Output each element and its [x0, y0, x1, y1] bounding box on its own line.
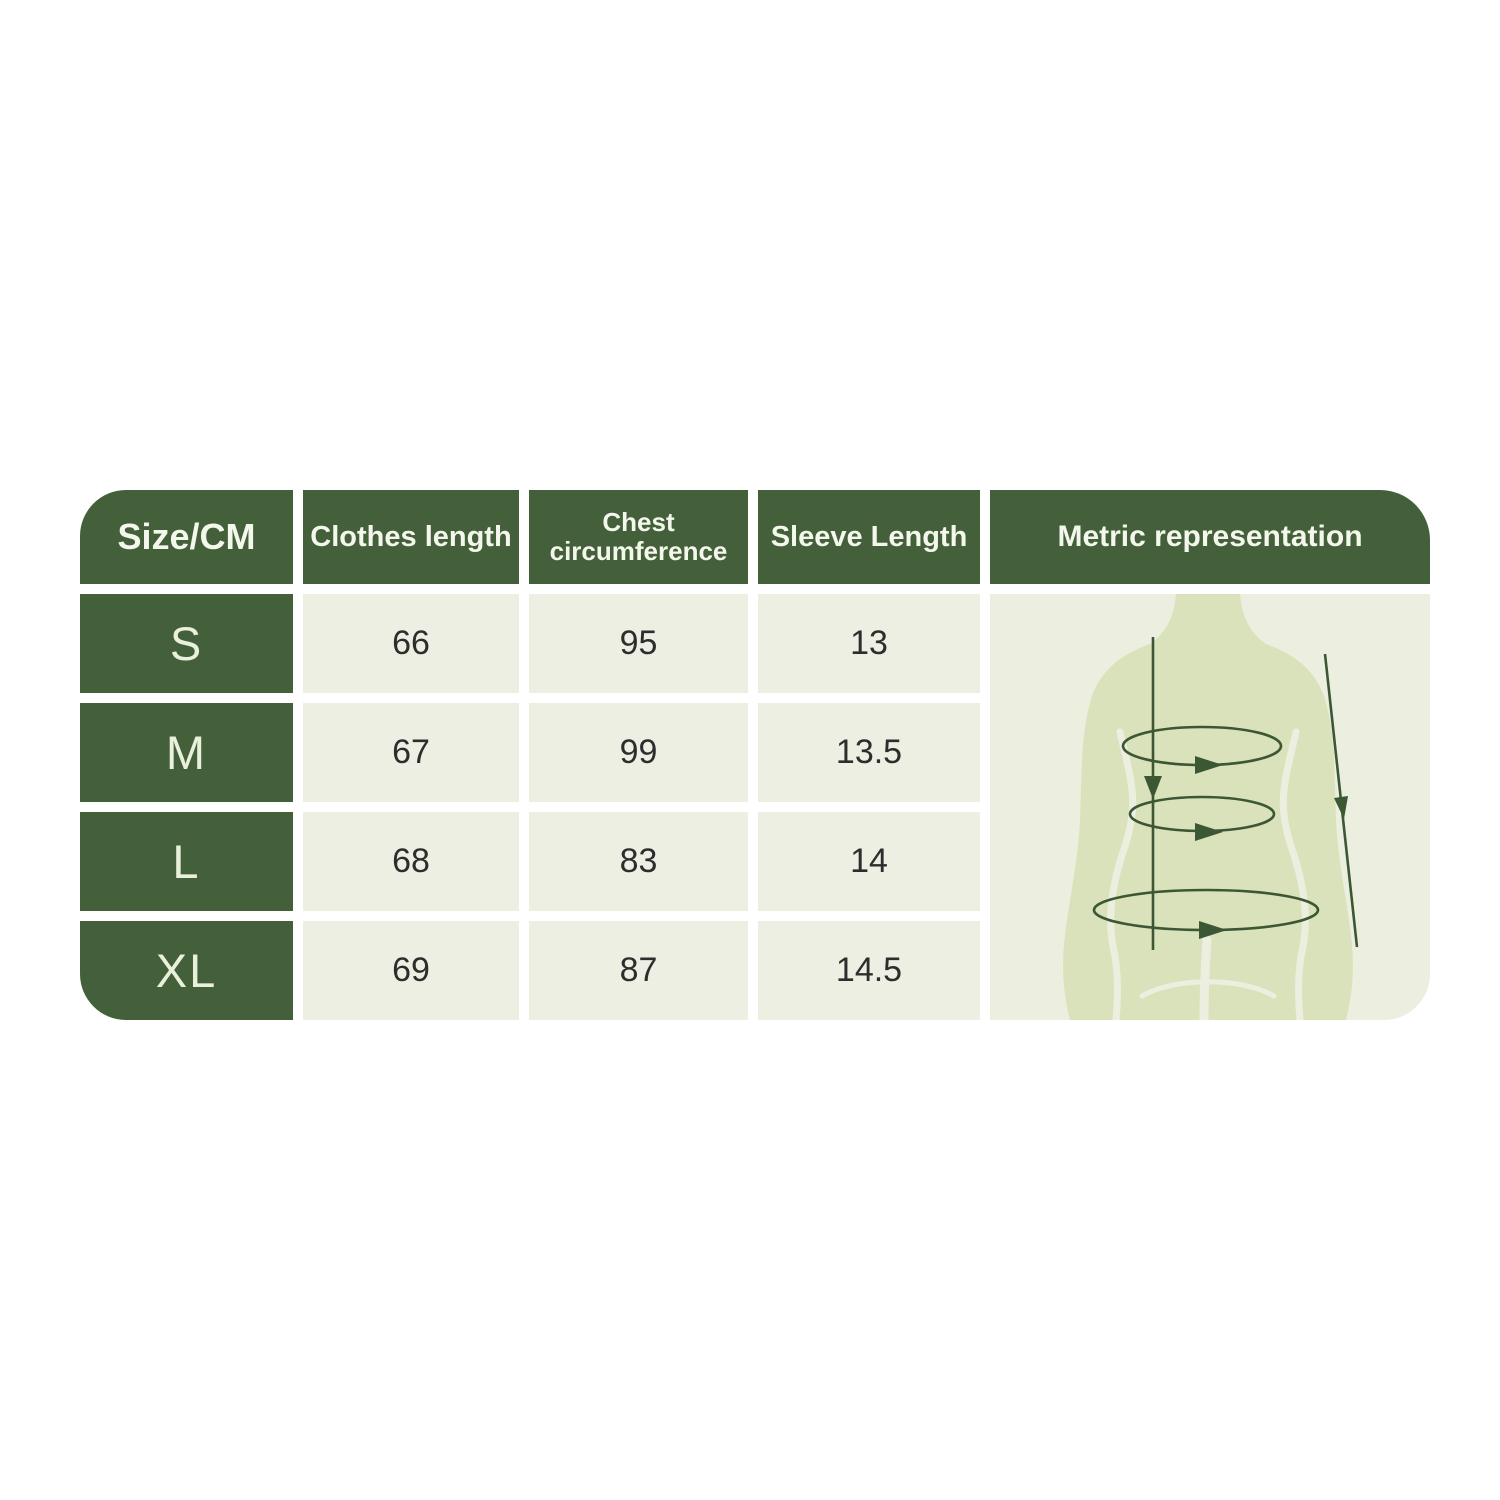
- header-size-cm: Size/CM: [80, 490, 293, 584]
- chest-arrow-icon: [1195, 756, 1223, 774]
- row-m-label: M: [80, 703, 293, 802]
- down-arrow-icon: [1144, 776, 1162, 799]
- header-sleeve-length: Sleeve Length: [758, 490, 980, 584]
- row-s-label: S: [80, 594, 293, 693]
- row-m-sleeve: 13.5: [758, 703, 980, 802]
- sleeve-arrow-icon: [1334, 796, 1348, 819]
- row-s-clothes: 66: [303, 594, 519, 693]
- measurement-arrowheads: [1144, 756, 1348, 939]
- row-m-chest: 99: [529, 703, 748, 802]
- waist-arrow-icon: [1195, 823, 1223, 841]
- body-measurement-diagram: [1063, 594, 1359, 1020]
- row-l-chest: 83: [529, 812, 748, 911]
- metric-representation-cell: [990, 594, 1430, 1020]
- row-xl-chest: 87: [529, 921, 748, 1020]
- row-l-label: L: [80, 812, 293, 911]
- row-s-chest: 95: [529, 594, 748, 693]
- row-xl-clothes: 69: [303, 921, 519, 1020]
- header-chest-circumference: Chest circumference: [529, 490, 748, 584]
- size-chart-table: Size/CM Clothes length Chest circumferen…: [80, 490, 1430, 1020]
- header-metric-representation: Metric representation: [990, 490, 1430, 584]
- silhouette-contour-lines: [1107, 728, 1309, 1020]
- row-l-sleeve: 14: [758, 812, 980, 911]
- row-s-sleeve: 13: [758, 594, 980, 693]
- hip-arrow-icon: [1199, 921, 1227, 939]
- row-l-clothes: 68: [303, 812, 519, 911]
- row-xl-label: XL: [80, 921, 293, 1020]
- header-clothes-length: Clothes length: [303, 490, 519, 584]
- row-m-clothes: 67: [303, 703, 519, 802]
- body-silhouette: [1063, 594, 1353, 1020]
- row-xl-sleeve: 14.5: [758, 921, 980, 1020]
